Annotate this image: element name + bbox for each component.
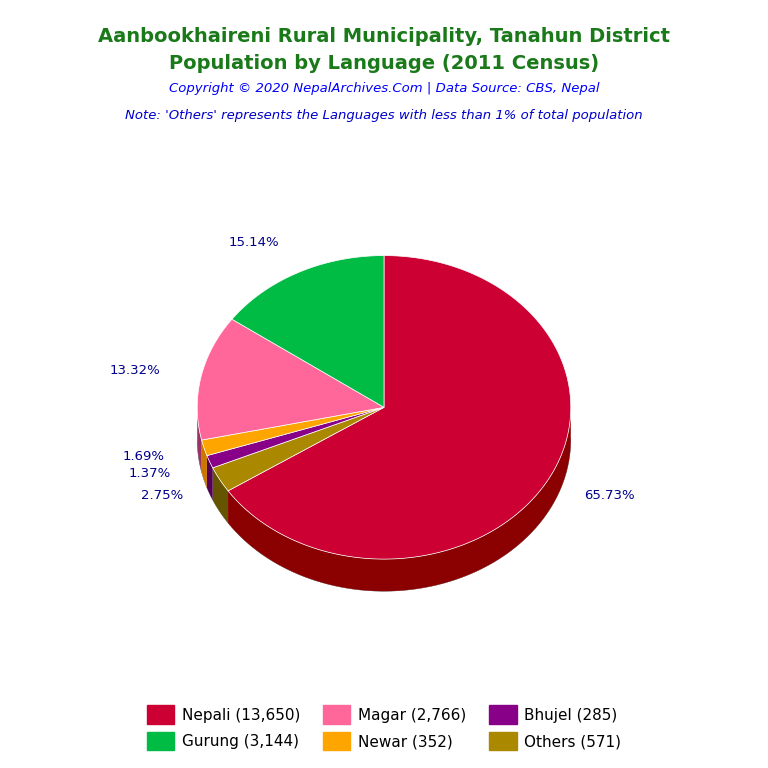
Polygon shape [202, 440, 207, 488]
Polygon shape [207, 455, 213, 500]
Polygon shape [202, 407, 384, 455]
Text: 65.73%: 65.73% [584, 488, 635, 502]
Polygon shape [228, 256, 571, 559]
Text: 13.32%: 13.32% [110, 364, 161, 377]
Polygon shape [228, 409, 571, 591]
Text: 15.14%: 15.14% [229, 237, 280, 250]
Polygon shape [213, 407, 384, 491]
Polygon shape [197, 319, 384, 440]
Text: 1.37%: 1.37% [129, 467, 171, 480]
Polygon shape [232, 256, 384, 407]
Text: Note: 'Others' represents the Languages with less than 1% of total population: Note: 'Others' represents the Languages … [125, 109, 643, 122]
Text: Aanbookhaireni Rural Municipality, Tanahun District: Aanbookhaireni Rural Municipality, Tanah… [98, 27, 670, 46]
Text: Population by Language (2011 Census): Population by Language (2011 Census) [169, 54, 599, 73]
Legend: Nepali (13,650), Gurung (3,144), Magar (2,766), Newar (352), Bhujel (285), Other: Nepali (13,650), Gurung (3,144), Magar (… [141, 700, 627, 756]
Text: 2.75%: 2.75% [141, 489, 184, 502]
Polygon shape [197, 408, 202, 472]
Text: Copyright © 2020 NepalArchives.Com | Data Source: CBS, Nepal: Copyright © 2020 NepalArchives.Com | Dat… [169, 82, 599, 95]
Polygon shape [213, 468, 228, 523]
Polygon shape [207, 407, 384, 468]
Text: 1.69%: 1.69% [122, 450, 164, 463]
